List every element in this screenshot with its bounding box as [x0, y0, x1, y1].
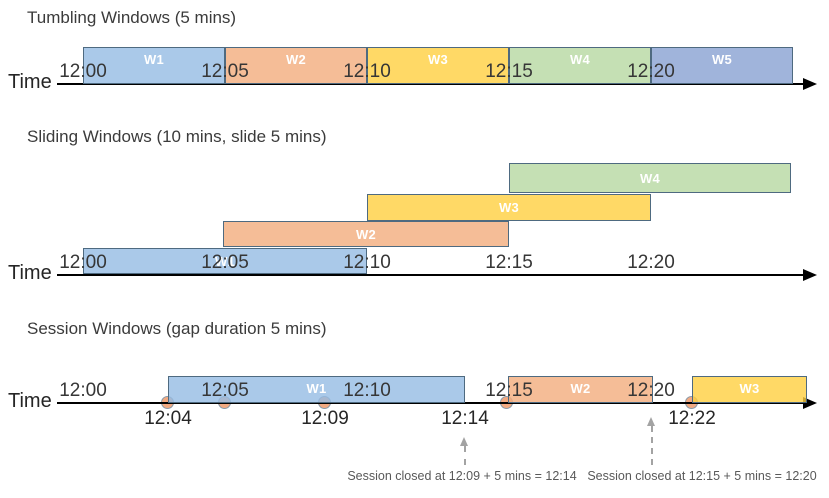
tumbling-window-w4: W4 [509, 47, 651, 84]
time-axis-caption-session: Time [8, 390, 52, 412]
window-label: W2 [285, 52, 307, 67]
dashed-pointer-line [651, 426, 653, 465]
time-tick-label: 12:05 [201, 252, 249, 273]
sliding-window-w1: W1 [83, 248, 367, 274]
time-tick-label: 12:00 [59, 380, 107, 401]
window-label: W2 [355, 226, 377, 242]
time-tick-label: 12:15 [485, 252, 533, 273]
time-tick-label: 12:10 [343, 61, 391, 82]
event-time-label: 12:04 [144, 408, 192, 429]
time-tick-label: 12:05 [201, 61, 249, 82]
window-label: W3 [739, 381, 760, 396]
time-axis-sliding [57, 273, 804, 276]
time-axis-caption-tumbling: Time [8, 71, 52, 93]
window-label: W4 [569, 52, 591, 67]
window-label: W1 [306, 381, 327, 396]
time-axis-caption-sliding: Time [8, 262, 52, 284]
time-tick-label: 12:20 [627, 61, 675, 82]
window-label: W2 [570, 381, 591, 396]
window-label: W3 [427, 52, 449, 67]
session-window-w3: W3 [692, 376, 807, 403]
tumbling-window-w1: W1 [83, 47, 225, 84]
session-window-w2: W2 [508, 376, 653, 403]
sliding-window-w4: W4 [509, 163, 791, 193]
time-tick-label: 12:00 [59, 252, 107, 273]
tumbling-section-title: Tumbling Windows (5 mins) [27, 8, 237, 27]
session-window-w1: W1 [168, 376, 465, 403]
tumbling-window-w3: W3 [367, 47, 509, 84]
time-tick-label: 12:20 [627, 380, 675, 401]
session-close-annotation: Session closed at 12:15 + 5 mins = 12:20 [587, 469, 817, 483]
event-time-label: 12:22 [668, 408, 716, 429]
event-time-label: 12:09 [301, 408, 349, 429]
session-close-annotation: Session closed at 12:09 + 5 mins = 12:14 [347, 469, 577, 483]
tumbling-window-w2: W2 [225, 47, 367, 84]
sliding-window-w2: W2 [223, 221, 509, 247]
window-label: W3 [498, 200, 520, 215]
time-tick-label: 12:00 [59, 61, 107, 82]
sliding-window-w3: W3 [367, 194, 651, 221]
event-time-label: 12:14 [441, 408, 489, 429]
time-tick-label: 12:10 [343, 252, 391, 273]
tumbling-window-w5: W5 [651, 47, 793, 84]
session-section-title: Session Windows (gap duration 5 mins) [27, 319, 327, 338]
time-tick-label: 12:05 [201, 380, 249, 401]
time-tick-label: 12:10 [343, 380, 391, 401]
time-tick-label: 12:20 [627, 252, 675, 273]
window-label: W5 [711, 52, 733, 67]
time-tick-label: 12:15 [485, 61, 533, 82]
window-label: W1 [214, 253, 236, 269]
time-tick-label: 12:15 [485, 380, 533, 401]
up-arrow-icon [460, 437, 468, 446]
dashed-pointer-line [464, 446, 466, 465]
arrow-right-icon [803, 78, 817, 90]
window-label: W4 [639, 170, 661, 186]
up-arrow-icon [647, 417, 655, 426]
sliding-section-title: Sliding Windows (10 mins, slide 5 mins) [27, 127, 327, 146]
arrow-right-icon [803, 269, 817, 281]
window-label: W1 [143, 52, 165, 67]
